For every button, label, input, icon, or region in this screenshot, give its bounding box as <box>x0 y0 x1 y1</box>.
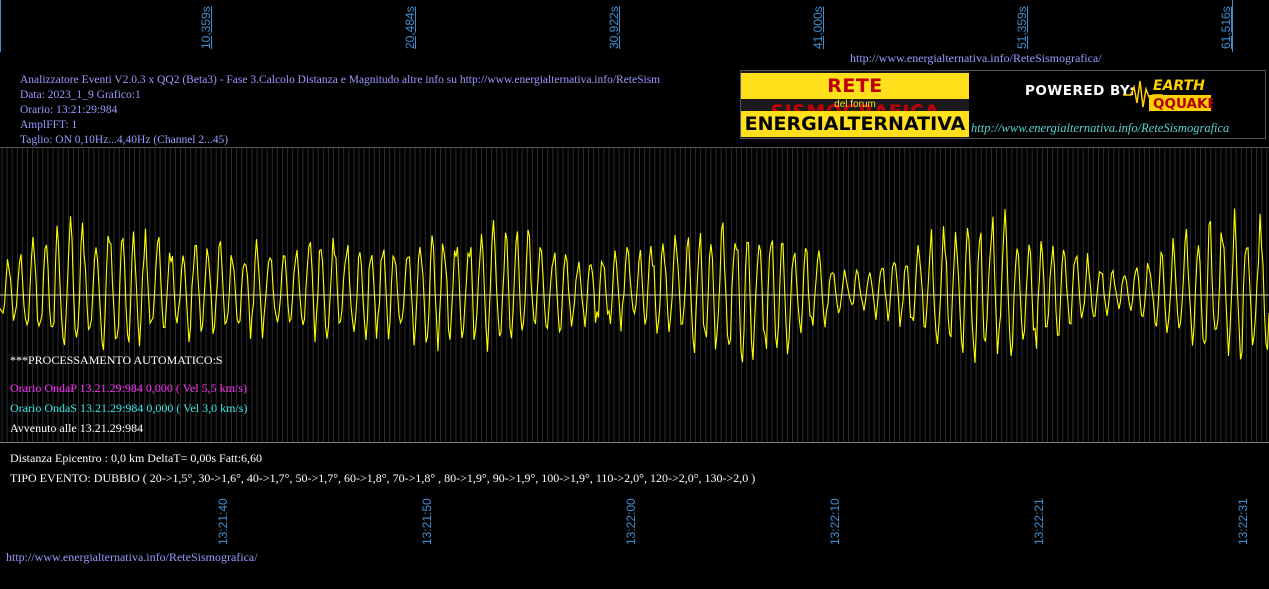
banner-subtitle: del forum <box>834 99 876 110</box>
rete-sismografica-banner[interactable]: RETE SISMOGRAFICA del forum ENERGIALTERN… <box>740 70 1266 139</box>
analyzer-title: Analizzatore Eventi V2.0.3 x QQ2 (Beta3)… <box>20 74 661 86</box>
processing-status: ***PROCESSAMENTO AUTOMATICO:S <box>10 353 223 367</box>
footer-link[interactable]: http://www.energialternativa.info/ReteSi… <box>6 550 258 564</box>
plot-top-border <box>0 147 1269 148</box>
logo-text-earth: EARTH <box>1153 78 1205 94</box>
bottom-tick-2: 13:21:50 <box>420 498 434 545</box>
banner-logo-block: RETE SISMOGRAFICA del forum ENERGIALTERN… <box>741 71 969 138</box>
info-amplfft: AmplFFT: 1 <box>20 119 78 131</box>
onda-p-time: Orario OndaP 13.21.29:984 0,000 ( Vel 5,… <box>10 381 247 395</box>
bottom-tick-6: 13:22:31 <box>1236 498 1250 545</box>
onda-s-time: Orario OndaS 13.21.29:984 0,000 ( Vel 3,… <box>10 401 248 415</box>
top-tick-2: 20,484s <box>403 6 417 49</box>
bottom-tick-4: 13:22:10 <box>828 498 842 545</box>
bottom-tick-5: 13:22:21 <box>1032 498 1046 545</box>
powered-by-label: POWERED BY: <box>1025 83 1136 99</box>
info-filter: Taglio: ON 0,10Hz...4,40Hz (Channel 2...… <box>20 134 229 146</box>
event-type: TIPO EVENTO: DUBBIO ( 20->1,5°, 30->1,6°… <box>10 471 756 485</box>
top-tick-6: 61,516s <box>1219 6 1233 49</box>
logo-text-quake: QQUAKE <box>1153 96 1213 112</box>
left-edge-line <box>0 0 1 52</box>
banner-title-rete: RETE SISMOGRAFICA <box>741 73 969 123</box>
info-time: Orario: 13:21:29:984 <box>20 104 118 116</box>
banner-link[interactable]: http://www.energialternativa.info/ReteSi… <box>971 121 1230 135</box>
top-tick-3: 30,922s <box>607 6 621 49</box>
info-date: Data: 2023_1_9 Grafico:1 <box>20 89 141 101</box>
top-tick-1: 10,359s <box>199 6 213 49</box>
header-link[interactable]: http://www.energialternativa.info/ReteSi… <box>850 51 1102 65</box>
top-tick-5: 51,359s <box>1015 6 1029 49</box>
seismic-trace <box>0 208 1269 363</box>
earthquake-logo-icon: EARTH QQUAKE <box>1123 75 1217 113</box>
top-tick-4: 41,000s <box>811 6 825 49</box>
event-time: Avvenuto alle 13.21.29:984 <box>10 421 144 435</box>
bottom-tick-3: 13:22:00 <box>624 498 638 545</box>
section-divider <box>0 442 1269 443</box>
bottom-tick-1: 13:21:40 <box>216 498 230 545</box>
epicenter-distance: Distanza Epicentro : 0,0 km DeltaT= 0,00… <box>10 451 263 465</box>
banner-title-energialternativa: ENERGIALTERNATIVA <box>741 111 969 137</box>
right-edge-line <box>1232 0 1233 52</box>
